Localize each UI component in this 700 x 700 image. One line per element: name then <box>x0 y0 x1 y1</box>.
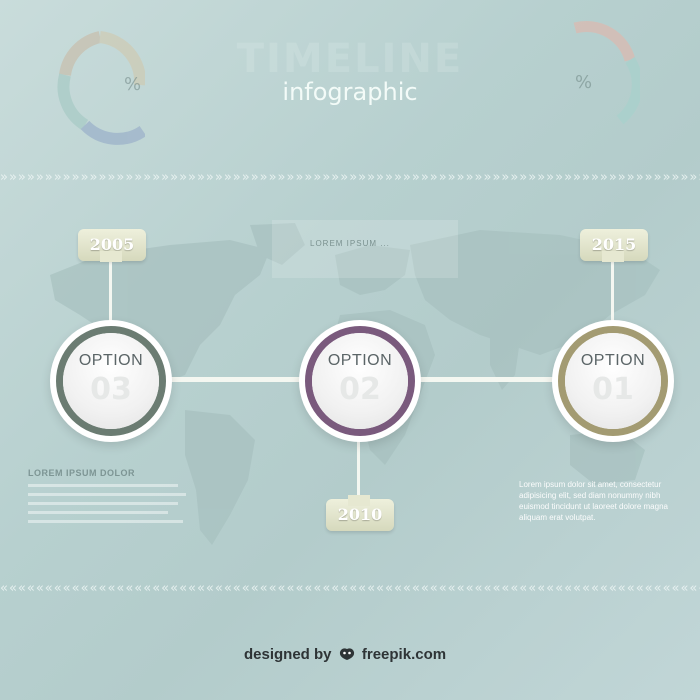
center-panel <box>272 220 458 278</box>
center-panel-text: LOREM IPSUM ... <box>310 239 390 248</box>
option-inner-01 <box>565 333 661 429</box>
year-tag-nub-2015 <box>602 251 624 262</box>
connector-line-1-2 <box>168 377 302 382</box>
option-ring-03 <box>56 326 166 436</box>
right-donut-percent: % <box>575 72 593 93</box>
left-block-heading: LOREM IPSUM DOLOR <box>28 468 135 478</box>
option-number-03: 03 <box>90 372 132 407</box>
year-tag-nub-2005 <box>100 251 122 262</box>
connector-line-2-3 <box>418 377 558 382</box>
option-circle-03[interactable]: 03 OPTION <box>50 320 172 442</box>
left-block-line <box>28 511 168 514</box>
left-block-line <box>28 520 183 523</box>
freepik-logo-icon <box>339 648 354 660</box>
option-inner-02 <box>312 333 408 429</box>
option-ring-02 <box>305 326 415 436</box>
left-donut-percent: % <box>124 74 142 95</box>
left-block-line <box>28 493 186 496</box>
connector-stem-2015 <box>611 262 614 322</box>
option-ring-01 <box>558 326 668 436</box>
infographic-subtitle: infographic <box>282 78 418 106</box>
option-label-01: OPTION <box>580 352 646 369</box>
connector-stem-2005 <box>109 256 112 324</box>
option-number-02: 02 <box>339 372 381 407</box>
designed-by-credit[interactable]: designed by freepik.com <box>244 646 446 663</box>
freepik-brand: freepik.com <box>361 646 447 663</box>
left-donut-chart <box>57 31 145 145</box>
option-circle-01[interactable]: 01 OPTION <box>552 320 674 442</box>
option-label-03: OPTION <box>78 352 144 369</box>
connector-stem-2010 <box>357 438 360 500</box>
right-block-text: Lorem ipsum dolor sit amet, consectetur … <box>519 480 668 522</box>
left-block-line <box>28 502 178 505</box>
top-chevron-divider: »»»»»»»»»»»»»»»»»»»»»»»»»»»»»»»»»»»»»»»»… <box>0 170 700 185</box>
option-circle-02[interactable]: 02 OPTION <box>299 320 421 442</box>
bottom-chevron-divider: ««««««««««««««««««««««««««««««««««««««««… <box>0 581 700 596</box>
designed-by-label: designed by <box>244 646 332 663</box>
option-label-02: OPTION <box>327 352 393 369</box>
timeline-title: TIMELINE <box>236 36 464 82</box>
left-block-line <box>28 484 178 487</box>
right-donut-chart <box>573 21 640 125</box>
year-tag-nub-2010 <box>348 495 370 506</box>
option-inner-03 <box>63 333 159 429</box>
option-number-01: 01 <box>592 372 634 407</box>
